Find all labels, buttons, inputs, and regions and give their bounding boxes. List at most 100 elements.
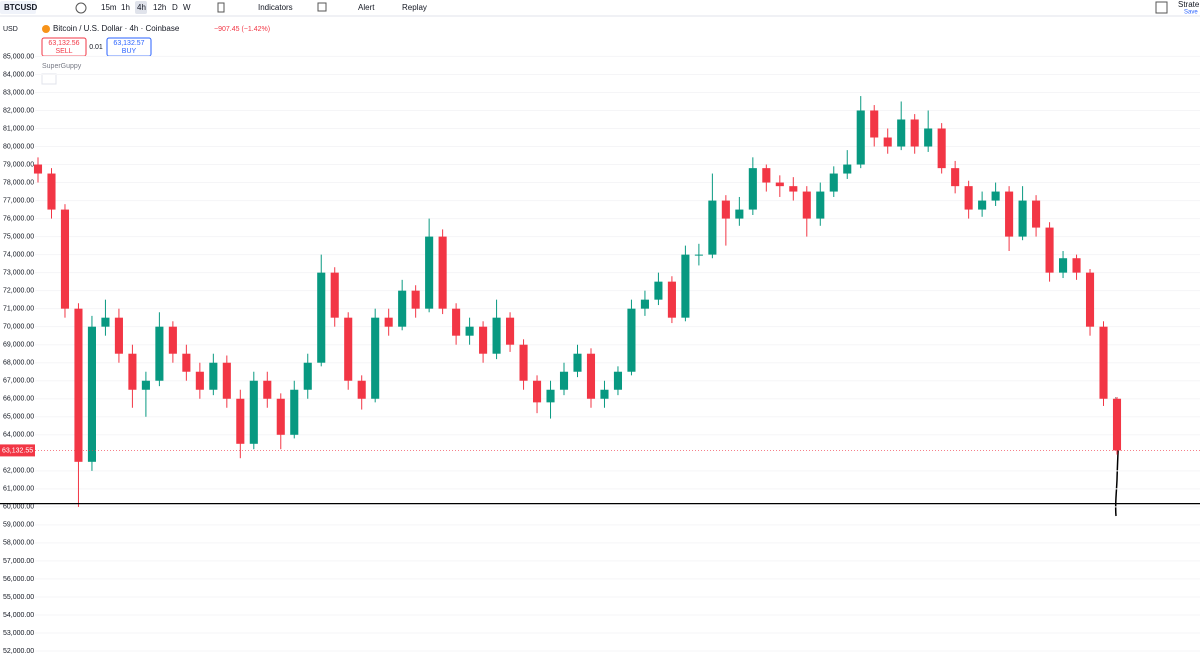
candle-body bbox=[128, 353, 137, 390]
collapse-button[interactable] bbox=[41, 73, 57, 85]
candle-body bbox=[802, 191, 811, 219]
candle-body bbox=[910, 119, 919, 147]
interval[interactable]: 4h bbox=[137, 3, 146, 12]
candle-body bbox=[438, 236, 447, 309]
candle-body bbox=[978, 200, 987, 210]
y-tick-label: 82,000.00 bbox=[3, 107, 34, 114]
save[interactable]: Save bbox=[1184, 10, 1198, 16]
y-tick-label: 56,000.00 bbox=[3, 576, 34, 583]
candle-body bbox=[398, 290, 407, 327]
candle-body bbox=[721, 200, 730, 219]
candle-body bbox=[694, 254, 703, 256]
candle-body bbox=[870, 110, 879, 138]
strategy-icon[interactable] bbox=[1155, 1, 1168, 14]
candle-body bbox=[465, 326, 474, 336]
candle-body bbox=[829, 173, 838, 192]
sell-price[interactable]: 63,132.56 bbox=[48, 40, 79, 47]
candle-body bbox=[667, 281, 676, 318]
y-tick-label: 77,000.00 bbox=[3, 197, 34, 204]
interval[interactable]: 1h bbox=[121, 3, 130, 12]
candle-body bbox=[33, 164, 43, 174]
candle-body bbox=[303, 362, 312, 390]
candle-body bbox=[168, 326, 177, 354]
sell-label[interactable]: SELL bbox=[55, 48, 72, 55]
y-tick-label: 69,000.00 bbox=[3, 342, 34, 349]
buy-price[interactable]: 63,132.57 bbox=[113, 40, 144, 47]
candle-body bbox=[681, 254, 690, 318]
y-tick-label: 85,000.00 bbox=[3, 53, 34, 60]
candle-body bbox=[856, 110, 865, 165]
y-tick-label: 75,000.00 bbox=[3, 233, 34, 240]
candle-body bbox=[1112, 398, 1122, 451]
strategy[interactable]: Strate bbox=[1178, 0, 1200, 9]
layout-icon[interactable] bbox=[317, 2, 327, 12]
candle-body bbox=[640, 299, 649, 309]
y-tick-label: 73,000.00 bbox=[3, 269, 34, 276]
candle-body bbox=[1005, 191, 1014, 237]
indicators[interactable]: Indicators bbox=[258, 3, 293, 12]
y-tick-label: 53,000.00 bbox=[3, 630, 34, 637]
candle-body bbox=[182, 353, 191, 372]
y-tick-label: 74,000.00 bbox=[3, 251, 34, 258]
study-name: SuperGuppy bbox=[42, 63, 82, 70]
candle-body bbox=[1018, 200, 1027, 237]
candle-body bbox=[951, 168, 960, 187]
candle-body bbox=[141, 380, 150, 390]
candle-body bbox=[222, 362, 231, 399]
candle-body bbox=[964, 186, 973, 210]
candle-body bbox=[74, 308, 83, 462]
y-tick-label: 64,000.00 bbox=[3, 432, 34, 439]
interval[interactable]: D bbox=[172, 3, 178, 12]
candle-body bbox=[155, 326, 164, 381]
candle-body bbox=[263, 380, 272, 399]
candle-body bbox=[735, 209, 744, 219]
candle-body bbox=[249, 380, 258, 444]
candle-body bbox=[613, 371, 623, 390]
candle-body bbox=[330, 272, 339, 318]
interval[interactable]: 15m bbox=[101, 3, 117, 12]
y-tick-label: 67,000.00 bbox=[3, 378, 34, 385]
candle-body bbox=[1045, 227, 1054, 273]
interval[interactable]: 12h bbox=[153, 3, 166, 12]
y-tick-label: 76,000.00 bbox=[3, 215, 34, 222]
symbol-box[interactable] bbox=[0, 1, 36, 14]
active-interval bbox=[135, 1, 147, 14]
y-tick-label: 78,000.00 bbox=[3, 179, 34, 186]
change: −907.45 (−1.42%) bbox=[214, 26, 270, 33]
candle-body bbox=[492, 317, 501, 354]
buy-label[interactable]: BUY bbox=[122, 48, 137, 55]
interval[interactable]: W bbox=[183, 3, 191, 12]
btc-icon bbox=[42, 25, 50, 33]
candle-body bbox=[519, 344, 528, 381]
y-tick-label: 62,000.00 bbox=[3, 468, 34, 475]
candle-body bbox=[532, 380, 542, 403]
candle-body bbox=[708, 200, 717, 255]
candle-body bbox=[425, 236, 434, 309]
candle-body bbox=[276, 398, 285, 435]
add-icon[interactable] bbox=[75, 2, 87, 14]
symbol[interactable]: BTCUSD bbox=[4, 3, 38, 12]
y-tick-label: 55,000.00 bbox=[3, 594, 34, 601]
chart-type-icon[interactable] bbox=[217, 2, 225, 13]
y-tick-label: 65,000.00 bbox=[3, 414, 34, 421]
y-tick-label: 61,000.00 bbox=[3, 486, 34, 493]
replay[interactable]: Replay bbox=[402, 3, 427, 12]
candle-body bbox=[991, 191, 1000, 201]
alert[interactable]: Alert bbox=[358, 3, 375, 12]
y-tick-label: 58,000.00 bbox=[3, 540, 34, 547]
y-tick-label: 71,000.00 bbox=[3, 306, 34, 313]
candle-body bbox=[357, 380, 366, 399]
candle-body bbox=[843, 164, 852, 174]
y-tick-label: 66,000.00 bbox=[3, 396, 34, 403]
candle-body bbox=[236, 398, 245, 444]
candle-body bbox=[762, 168, 771, 183]
candle-body bbox=[573, 353, 582, 372]
candle-body bbox=[897, 119, 906, 147]
candle-body bbox=[344, 317, 353, 381]
candle-body bbox=[317, 272, 326, 363]
y-tick-label: 60,000.00 bbox=[3, 504, 34, 511]
candle-body bbox=[1032, 200, 1041, 228]
y-tick-label: 59,000.00 bbox=[3, 522, 34, 529]
chart-title: Bitcoin / U.S. Dollar · 4h · Coinbase bbox=[53, 24, 180, 33]
